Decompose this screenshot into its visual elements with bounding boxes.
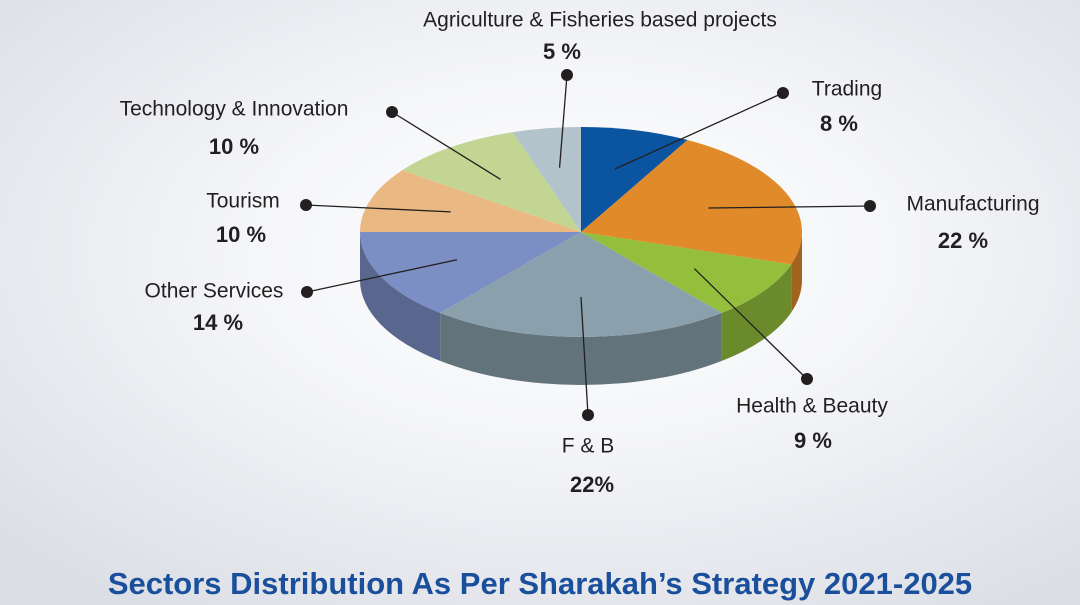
value-label: 10 % <box>216 222 266 247</box>
pie-slice <box>360 232 581 313</box>
value-label: 22 % <box>938 228 988 253</box>
slice-label: Technology & Innovation <box>120 98 349 121</box>
slice-label: Health & Beauty <box>736 395 888 418</box>
chart-title: Sectors Distribution As Per Sharakah’s S… <box>108 566 972 601</box>
leader-dot <box>777 87 789 99</box>
leader-line <box>614 92 784 170</box>
value-label: 22% <box>570 472 614 497</box>
slice-label: Other Services <box>145 280 284 303</box>
pie-slice <box>581 232 792 313</box>
leader-line <box>693 268 808 380</box>
slice-label: Agriculture & Fisheries based projects <box>423 9 777 32</box>
value-label: 10 % <box>209 134 259 159</box>
pie-slice-side <box>791 232 802 313</box>
leader-dot <box>582 409 594 421</box>
leader-dot <box>300 199 312 211</box>
pie-slice <box>402 132 581 232</box>
pie-slice <box>360 170 581 232</box>
value-label: 8 % <box>820 111 858 136</box>
pie-slice <box>512 127 581 232</box>
pie-slice-side <box>440 312 722 385</box>
leader-line <box>391 111 501 180</box>
slice-label: Manufacturing <box>906 193 1039 216</box>
leader-line <box>558 74 568 168</box>
leader-dot <box>301 286 313 298</box>
value-label: 5 % <box>543 39 581 64</box>
slice-label: F & B <box>562 435 615 458</box>
pie-slice <box>440 232 722 337</box>
value-label: 14 % <box>193 310 243 335</box>
leader-dot <box>561 69 573 81</box>
pie-slice <box>581 127 688 232</box>
pie-slice-side <box>721 264 792 361</box>
leader-dot <box>864 200 876 212</box>
leader-line <box>306 259 458 293</box>
pie-slice <box>581 139 802 265</box>
slice-label: Trading <box>812 78 882 101</box>
leader-dot <box>801 373 813 385</box>
leader-line <box>580 297 589 416</box>
leader-line <box>708 205 871 209</box>
leader-line <box>305 204 451 213</box>
pie-slice-side <box>360 232 441 361</box>
leader-dot <box>386 106 398 118</box>
slice-label: Tourism <box>206 190 280 213</box>
value-label: 9 % <box>794 428 832 453</box>
